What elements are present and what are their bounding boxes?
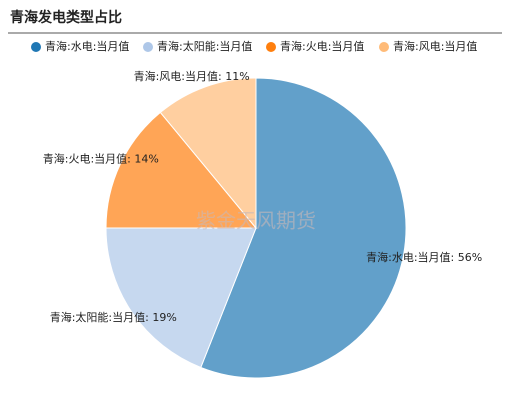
data-label: 青海:风电:当月值: 11% [134,69,250,83]
pie-slice [159,77,257,230]
legend-marker [266,42,276,52]
legend-label: 青海:火电:当月值 [280,39,364,53]
legend-label: 青海:风电:当月值 [393,39,477,53]
pie [105,77,407,379]
data-label: 青海:火电:当月值: 14% [43,152,159,166]
legend-label: 青海:水电:当月值 [45,39,129,53]
watermark: 紫金天风期货 [196,209,316,233]
pie-slice [105,227,257,369]
pie-slice [200,77,407,379]
legend-label: 青海:太阳能:当月值 [157,39,252,53]
legend-marker [143,42,153,52]
data-label: 青海:太阳能:当月值: 19% [50,310,177,324]
data-label: 青海:水电:当月值: 56% [366,250,482,264]
legend-marker [31,42,41,52]
chart-title: 青海发电类型占比 [10,9,122,26]
legend-marker [379,42,389,52]
pie-slice [105,111,258,229]
